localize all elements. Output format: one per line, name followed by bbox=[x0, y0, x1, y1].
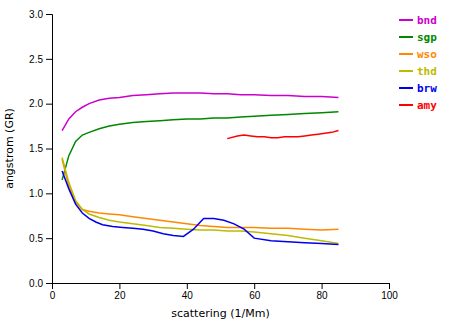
tick-label: 2.0 bbox=[29, 98, 43, 109]
tick-mark bbox=[322, 283, 323, 289]
tick-mark bbox=[46, 104, 52, 105]
legend-swatch bbox=[399, 70, 413, 72]
tick-mark bbox=[389, 283, 390, 289]
lines bbox=[62, 93, 338, 245]
y-axis: 0.0 0.5 1.0 1.5 2.0 2.5 3.0 bbox=[29, 9, 52, 289]
legend-item: amy bbox=[399, 99, 437, 112]
legend-item: wso bbox=[399, 48, 437, 61]
series-line bbox=[62, 112, 338, 180]
tick: 40 bbox=[182, 283, 194, 301]
tick: 80 bbox=[317, 283, 329, 301]
legend-label: bnd bbox=[417, 14, 437, 27]
series-line bbox=[62, 157, 338, 243]
y-axis-title: angstrom (GR) bbox=[3, 108, 16, 189]
legend-swatch bbox=[399, 87, 413, 89]
tick: 3.0 bbox=[29, 9, 52, 20]
tick: 1.5 bbox=[29, 143, 52, 154]
tick-label: 1.5 bbox=[29, 143, 43, 154]
legend-swatch bbox=[399, 36, 413, 38]
tick-label: 40 bbox=[182, 290, 194, 301]
legend-label: sgp bbox=[417, 31, 437, 44]
tick: 0.5 bbox=[29, 233, 52, 244]
tick: 60 bbox=[249, 283, 261, 301]
legend-item: bnd bbox=[399, 14, 437, 27]
tick-label: 20 bbox=[114, 290, 126, 301]
legend-label: wso bbox=[417, 48, 437, 61]
tick-label: 2.5 bbox=[29, 54, 43, 65]
axis-line bbox=[53, 284, 390, 290]
tick-mark bbox=[46, 283, 52, 284]
x-axis-title: scattering (1/Mm) bbox=[171, 307, 269, 320]
series-line bbox=[62, 93, 338, 131]
tick-label: 3.0 bbox=[29, 9, 43, 20]
chart: 0 20 40 60 80 100 0.0 0.5 1.0 1.5 2.0 2.5 3.0 scatter… bbox=[0, 0, 451, 325]
tick-mark bbox=[46, 238, 52, 239]
tick-label: 80 bbox=[317, 290, 329, 301]
legend-label: thd bbox=[417, 65, 437, 78]
tick: 2.5 bbox=[29, 54, 52, 65]
tick: 0 bbox=[50, 283, 56, 301]
tick-label: 0.0 bbox=[29, 278, 43, 289]
legend-item: thd bbox=[399, 65, 437, 78]
axis-line bbox=[46, 15, 53, 284]
tick-mark bbox=[187, 283, 188, 289]
legend-item: sgp bbox=[399, 31, 437, 44]
series-line bbox=[227, 131, 338, 139]
tick-mark bbox=[46, 14, 52, 15]
tick: 20 bbox=[114, 283, 126, 301]
legend: bnd sgp wso thd brw amy bbox=[399, 14, 437, 112]
tick: 2.0 bbox=[29, 98, 52, 109]
tick-label: 1.0 bbox=[29, 188, 43, 199]
legend-label: brw bbox=[417, 82, 437, 95]
tick: 100 bbox=[381, 283, 398, 301]
tick-mark bbox=[119, 283, 120, 289]
plot: 0 20 40 60 80 100 0.0 0.5 1.0 1.5 2.0 2.5 3.0 bbox=[29, 9, 398, 301]
legend-label: amy bbox=[417, 99, 437, 112]
tick-label: 0 bbox=[50, 290, 56, 301]
legend-swatch bbox=[399, 19, 413, 21]
tick: 1.0 bbox=[29, 188, 52, 199]
legend-swatch bbox=[399, 104, 413, 106]
tick-mark bbox=[46, 149, 52, 150]
tick-label: 60 bbox=[249, 290, 261, 301]
tick-mark bbox=[46, 193, 52, 194]
tick-mark bbox=[254, 283, 255, 289]
tick-mark bbox=[46, 59, 52, 60]
tick-label: 0.5 bbox=[29, 233, 43, 244]
series-line bbox=[62, 171, 338, 245]
legend-swatch bbox=[399, 53, 413, 55]
x-axis: 0 20 40 60 80 100 bbox=[50, 283, 399, 301]
legend-item: brw bbox=[399, 82, 437, 95]
tick-label: 100 bbox=[381, 290, 398, 301]
tick: 0.0 bbox=[29, 278, 52, 289]
